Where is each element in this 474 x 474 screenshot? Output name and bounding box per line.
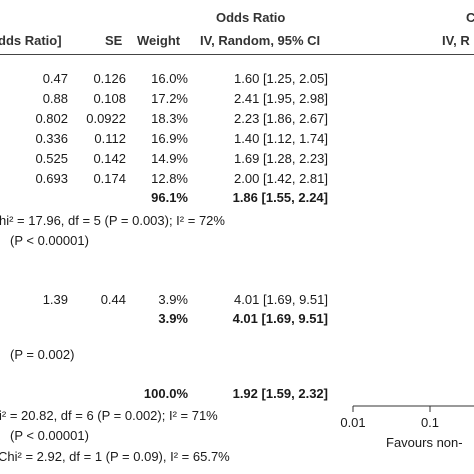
table-row-1-se: 0.126 — [93, 71, 126, 86]
subgroup1-subtotal-ci: 1.86 [1.55, 2.24] — [232, 190, 328, 205]
total-overall-test: (P < 0.00001) — [10, 428, 89, 443]
subgroup1-heterogeneity: hi² = 17.96, df = 5 (P = 0.003); I² = 72… — [0, 213, 225, 228]
axis-tick-label: 0.01 — [340, 415, 365, 430]
table-row-3-ci: 2.23 [1.86, 2.67] — [234, 111, 328, 126]
total-ci: 1.92 [1.59, 2.32] — [232, 386, 328, 401]
subgroup2-subtotal-weight: 3.9% — [158, 311, 188, 326]
table-row-2-weight: 17.2% — [151, 91, 188, 106]
table-row-6-weight: 12.8% — [151, 171, 188, 186]
table-row-4-ci: 1.40 [1.12, 1.74] — [234, 131, 328, 146]
table-row-7-ci: 4.01 [1.69, 9.51] — [234, 292, 328, 307]
ci-column-header: IV, Random, 95% CI — [200, 33, 321, 48]
log-or-column-header: dds Ratio] — [0, 33, 62, 48]
subgroup1-overall-test: (P < 0.00001) — [10, 233, 89, 248]
subgroup2-overall-test: (P = 0.002) — [10, 347, 75, 362]
table-row-2-ci: 2.41 [1.95, 2.98] — [234, 91, 328, 106]
weight-column-header: Weight — [137, 33, 181, 48]
table-row-3-se: 0.0922 — [86, 111, 126, 126]
table-row-1-ci: 1.60 [1.25, 2.05] — [234, 71, 328, 86]
table-row-6-ci: 2.00 [1.42, 2.81] — [234, 171, 328, 186]
subgroup-difference-test: Chi² = 2.92, df = 1 (P = 0.09), I² = 65.… — [0, 449, 230, 464]
table-row-1-logor: 0.47 — [42, 71, 68, 86]
total-weight: 100.0% — [143, 386, 188, 401]
table-row-5-ci: 1.69 [1.28, 2.23] — [234, 151, 328, 166]
table-row-5-logor: 0.525 — [35, 151, 68, 166]
odds-ratio-header-right: C — [466, 10, 474, 25]
table-row-5-se: 0.142 — [93, 151, 126, 166]
table-row-1-weight: 16.0% — [151, 71, 188, 86]
header-rule — [0, 54, 474, 55]
odds-ratio-header: Odds Ratio — [216, 10, 286, 25]
total-heterogeneity: i² = 20.82, df = 6 (P = 0.002); I² = 71% — [0, 408, 218, 423]
favours-left-label: Favours non- — [386, 435, 463, 450]
table-row-3-weight: 18.3% — [151, 111, 188, 126]
table-row-5-weight: 14.9% — [151, 151, 188, 166]
table-row-4-se: 0.112 — [94, 131, 126, 146]
table-row-2-se: 0.108 — [93, 91, 126, 106]
table-row-6-se: 0.174 — [93, 171, 126, 186]
table-row-4-weight: 16.9% — [151, 131, 188, 146]
subgroup2-subtotal-ci: 4.01 [1.69, 9.51] — [232, 311, 328, 326]
axis-tick-label: 0.1 — [421, 415, 439, 430]
table-row-7-weight: 3.9% — [158, 292, 188, 307]
table-row-6-logor: 0.693 — [35, 171, 68, 186]
table-row-2-logor: 0.88 — [42, 91, 68, 106]
subgroup1-subtotal-weight: 96.1% — [151, 190, 188, 205]
se-column-header: SE — [105, 33, 123, 48]
table-row-4-logor: 0.336 — [35, 131, 68, 146]
table-row-7-se: 0.44 — [100, 292, 126, 307]
table-row-3-logor: 0.802 — [35, 111, 68, 126]
ci-column-header-right: IV, R — [442, 33, 470, 48]
table-row-7-logor: 1.39 — [42, 292, 68, 307]
